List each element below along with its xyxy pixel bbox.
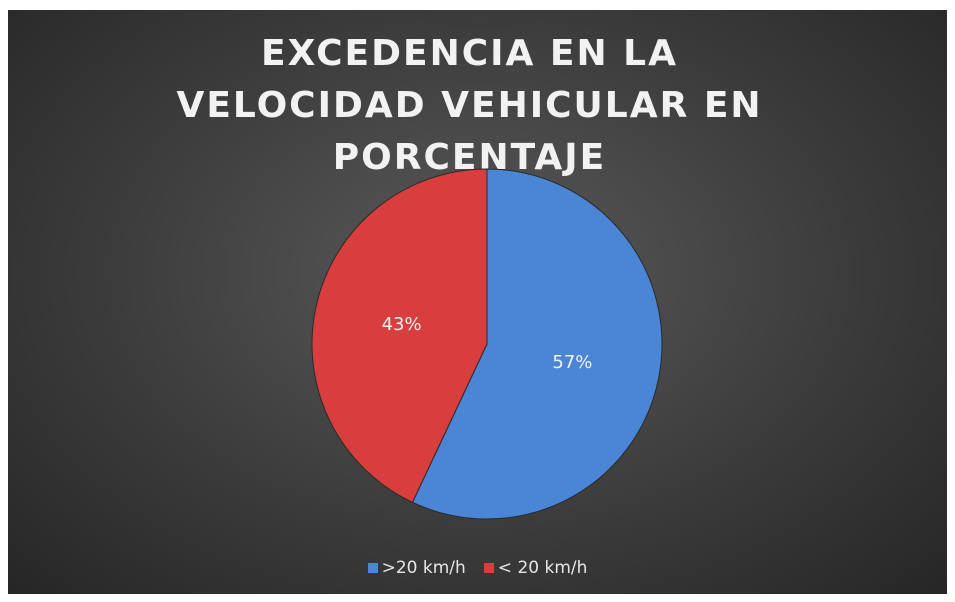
- chart-title: EXCEDENCIA EN LA VELOCIDAD VEHICULAR EN …: [176, 33, 763, 178]
- legend-swatch: [483, 563, 494, 573]
- legend-label: >20 km/h: [381, 558, 466, 578]
- data-label: 57%: [552, 352, 592, 373]
- legend-item: < 20 km/h: [483, 558, 588, 578]
- pie-slice: [411, 168, 663, 520]
- legend-swatch: [367, 563, 378, 573]
- pie-slice: [311, 168, 488, 504]
- legend-item: >20 km/h: [367, 558, 466, 578]
- legend-label: < 20 km/h: [497, 558, 588, 578]
- data-label: 43%: [382, 314, 422, 335]
- legend: >20 km/h < 20 km/h: [0, 558, 955, 578]
